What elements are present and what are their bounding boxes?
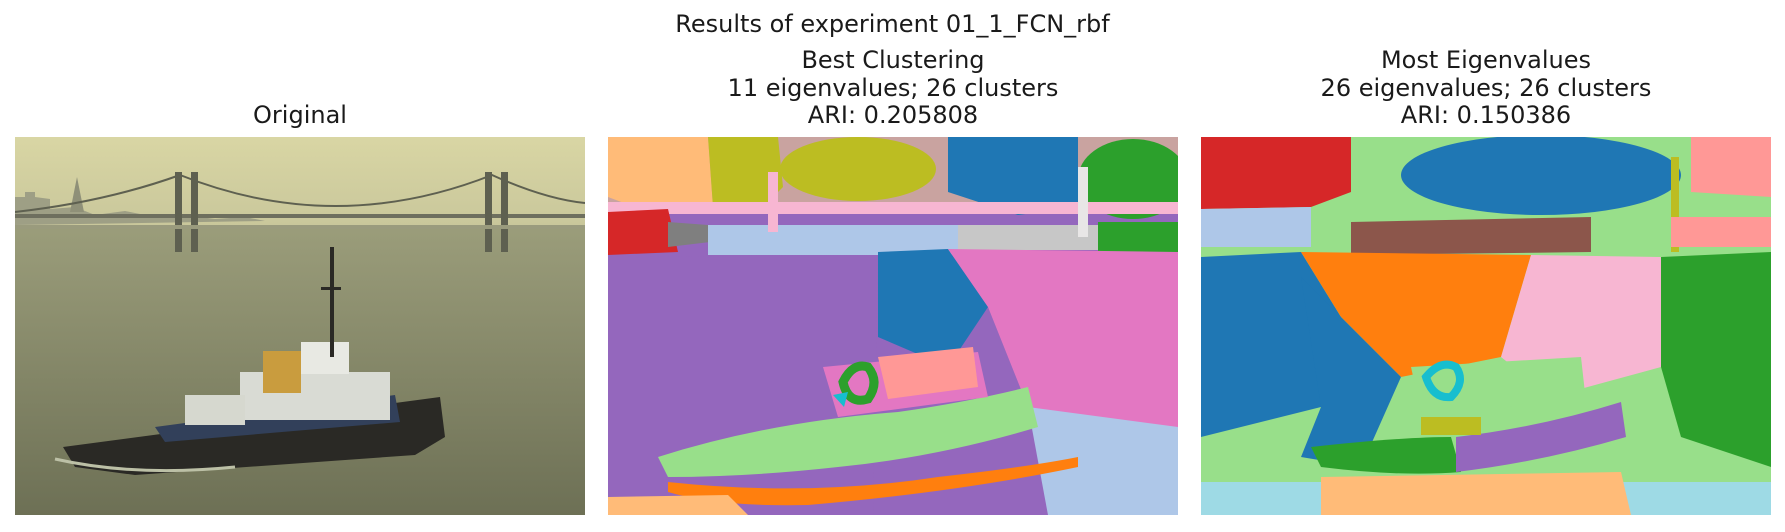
figure-suptitle: Results of experiment 01_1_FCN_rbf xyxy=(675,10,1110,38)
segmentation-map-best xyxy=(608,137,1178,515)
panel-title-line-3: ARI: 0.205808 xyxy=(807,101,979,129)
panel-best-clustering: Best Clustering 11 eigenvalues; 26 clust… xyxy=(608,0,1178,532)
panel-most-eigenvalues: Most Eigenvalues 26 eigenvalues; 26 clus… xyxy=(1201,0,1771,532)
panel-title-line-2: 11 eigenvalues; 26 clusters xyxy=(727,74,1059,102)
panel-title-line-1: Best Clustering xyxy=(801,46,985,74)
panel-title-line-1: Most Eigenvalues xyxy=(1380,46,1592,74)
panel-title-line-2: 26 eigenvalues; 26 clusters xyxy=(1320,74,1652,102)
original-photo xyxy=(15,137,585,515)
segmentation-map-most xyxy=(1201,137,1771,515)
panel-original: Original xyxy=(15,0,585,532)
panel-title-line-3: ARI: 0.150386 xyxy=(1400,101,1572,129)
panel-title: Original xyxy=(253,101,347,129)
